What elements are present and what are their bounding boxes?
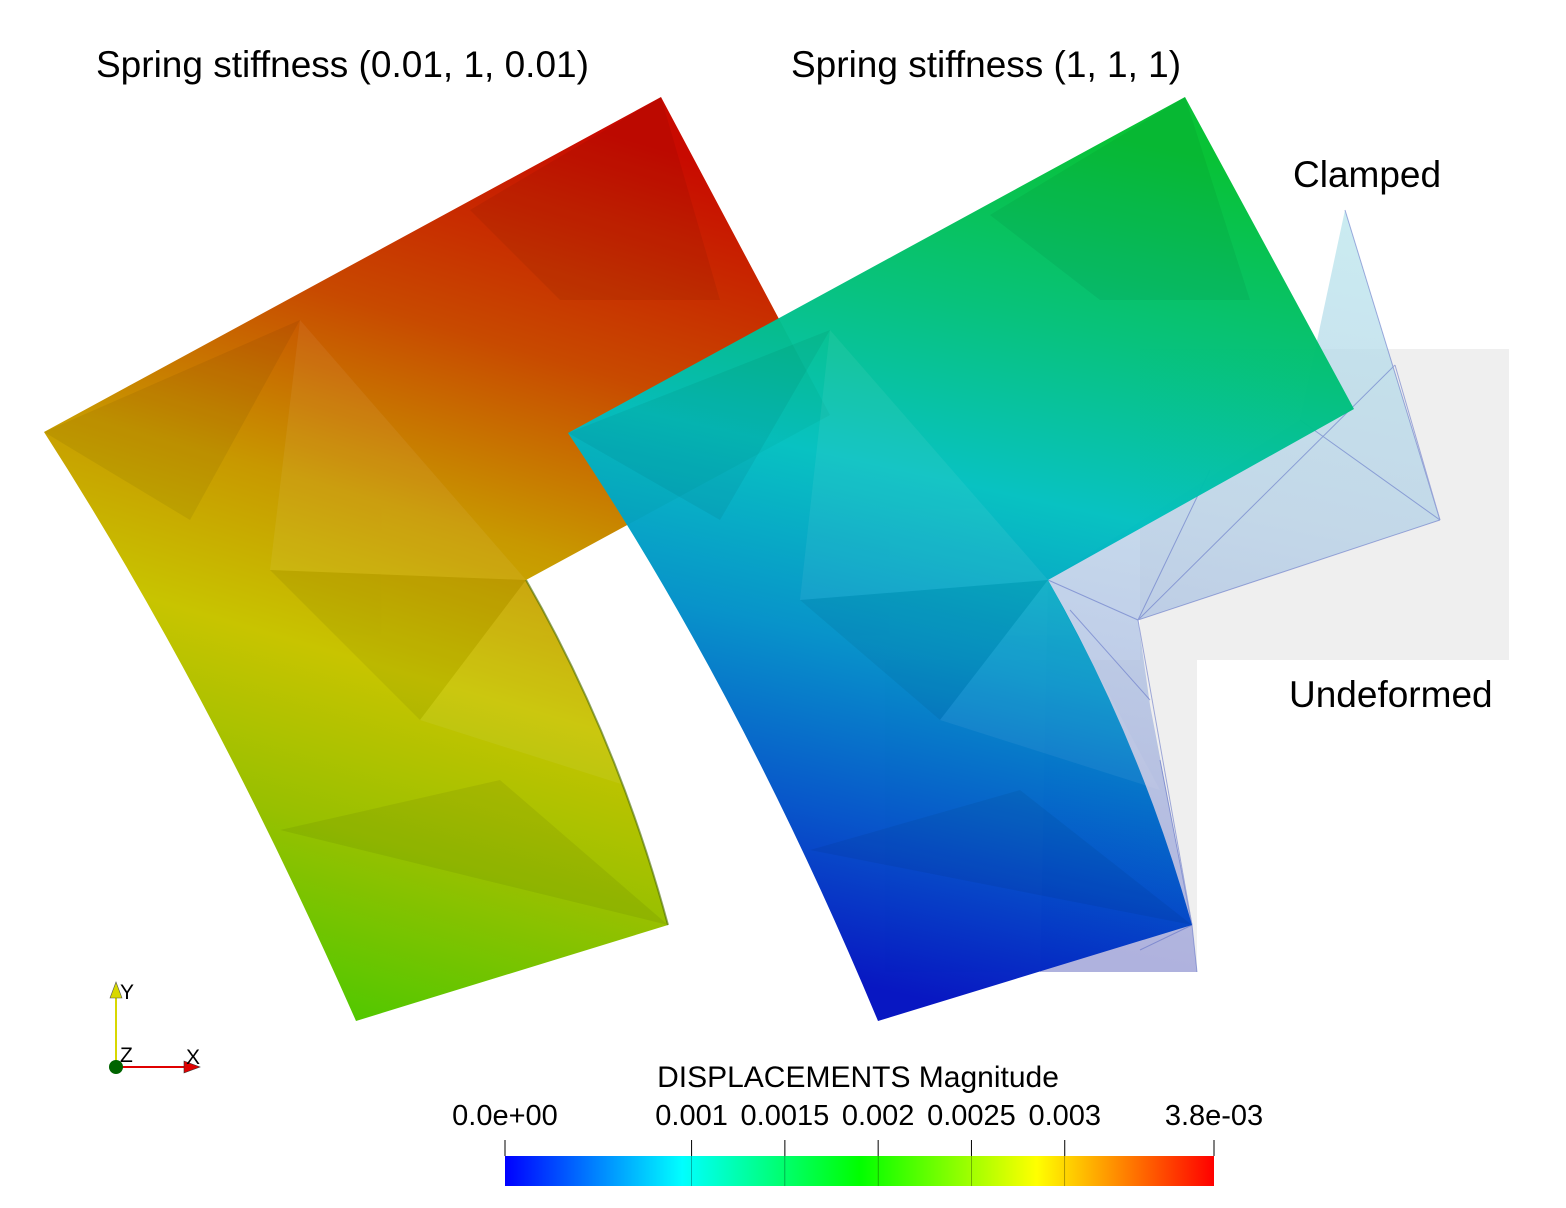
axes-triad: Y X Z xyxy=(109,981,201,1074)
colorbar-ticks: 0.001 0.0015 0.002 0.0025 0.003 xyxy=(504,1100,1215,1186)
colorbar-gradient xyxy=(505,1156,1214,1186)
x-axis-arrow-icon xyxy=(183,1060,201,1074)
deformed-mesh-right xyxy=(568,97,1354,1021)
colorbar-tick-label: 0.0025 xyxy=(927,1100,1016,1132)
colorbar-max-label: 3.8e-03 xyxy=(1165,1100,1263,1132)
deformed-mesh-left xyxy=(44,97,830,1021)
colorbar-min-label: 0.0e+00 xyxy=(452,1100,558,1132)
colorbar-tick-label: 0.003 xyxy=(1028,1100,1101,1132)
colorbar-tick-label: 0.002 xyxy=(842,1100,915,1132)
y-axis-arrow-icon xyxy=(109,981,123,999)
colorbar-tick-label: 0.0015 xyxy=(741,1100,830,1132)
clamped-label: Clamped xyxy=(1293,154,1441,195)
axis-label-z: Z xyxy=(120,1044,133,1067)
axis-label-y: Y xyxy=(120,981,134,1004)
colorbar-tick-label: 0.001 xyxy=(655,1100,728,1132)
colorbar-title: DISPLACEMENTS Magnitude xyxy=(657,1061,1059,1094)
left-title: Spring stiffness (0.01, 1, 0.01) xyxy=(96,44,589,85)
axis-label-x: X xyxy=(186,1046,200,1069)
z-axis-dot-icon xyxy=(109,1060,123,1074)
undeformed-label: Undeformed xyxy=(1289,674,1493,715)
right-title: Spring stiffness (1, 1, 1) xyxy=(791,44,1181,85)
colorbar: DISPLACEMENTS Magnitude 0.001 0.0015 0.002… xyxy=(452,1061,1263,1186)
